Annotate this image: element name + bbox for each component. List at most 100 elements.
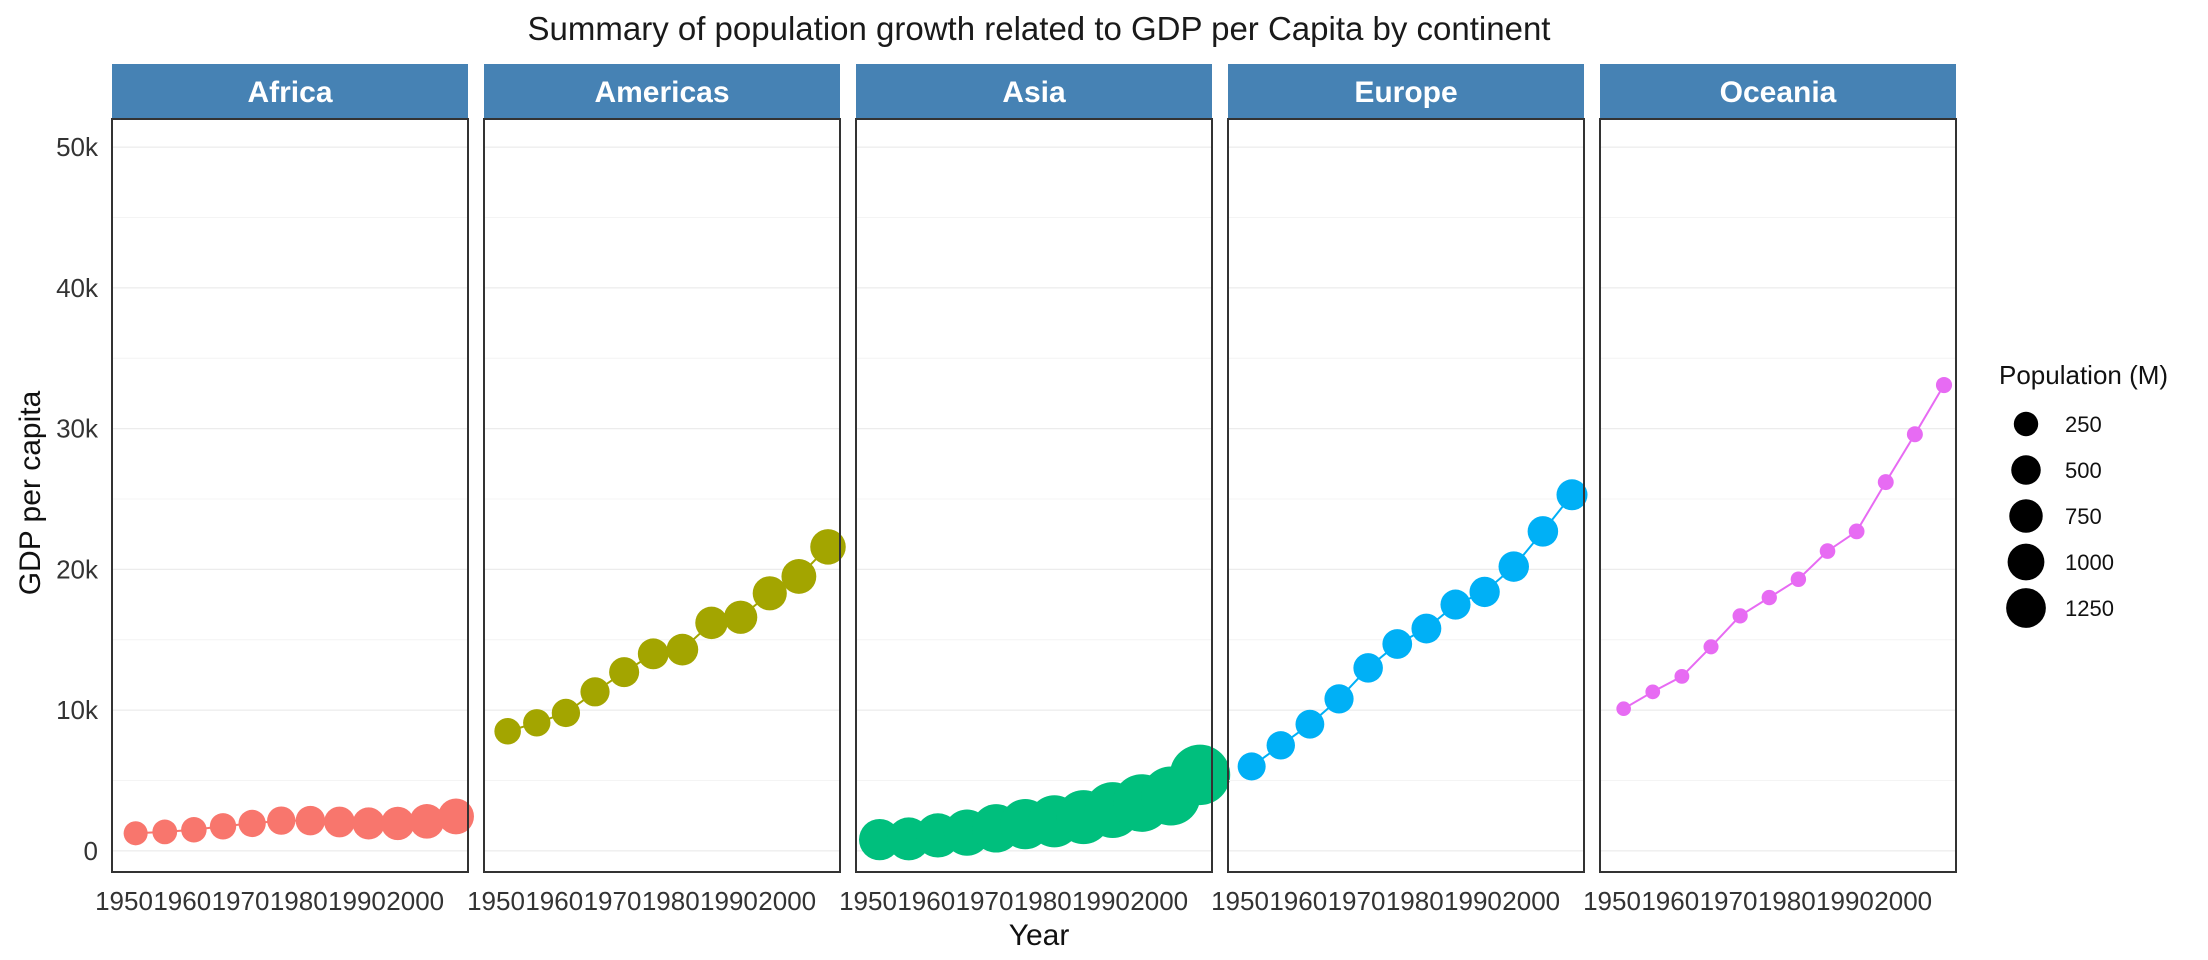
facet-strip-label: Africa xyxy=(247,76,332,109)
x-tick-label: 1960 xyxy=(525,886,583,916)
data-point-oceania-1977 xyxy=(1761,589,1777,606)
y-tick-label: 30k xyxy=(56,414,99,444)
data-point-americas-1987 xyxy=(695,606,728,640)
x-tick-label: 1950 xyxy=(95,886,153,916)
legend-label-750: 750 xyxy=(2065,504,2102,529)
y-tick-label: 40k xyxy=(56,273,99,303)
legend-key-500 xyxy=(2011,455,2041,485)
data-point-americas-2007 xyxy=(810,529,846,565)
legend-label-1000: 1000 xyxy=(2065,550,2114,575)
x-tick-label: 2000 xyxy=(1874,886,1932,916)
data-point-europe-1962 xyxy=(1295,709,1325,739)
facet-strip xyxy=(1600,64,1956,119)
facet-panel-americas: Americas xyxy=(483,64,846,873)
x-tick-label: 1990 xyxy=(1444,886,1502,916)
panel-border xyxy=(1599,118,1957,873)
data-point-europe-1972 xyxy=(1353,653,1383,683)
facet-strip xyxy=(484,64,840,119)
x-tick-label: 1950 xyxy=(839,886,897,916)
legend-key-1250 xyxy=(2006,588,2046,628)
legend-label-250: 250 xyxy=(2065,412,2102,437)
legend-key-250 xyxy=(2013,411,2039,437)
data-point-americas-1967 xyxy=(580,677,610,707)
legend-label-1250: 1250 xyxy=(2065,596,2114,621)
data-point-africa-1992 xyxy=(352,807,385,840)
data-point-africa-1997 xyxy=(381,806,415,841)
x-tick-label: 2000 xyxy=(758,886,816,916)
legend-key-750 xyxy=(2009,499,2043,533)
x-tick-label: 1990 xyxy=(1816,886,1874,916)
x-tick-label: 1970 xyxy=(1328,886,1386,916)
y-tick-label: 10k xyxy=(56,695,99,725)
data-point-europe-1952 xyxy=(1237,752,1266,781)
data-point-europe-1992 xyxy=(1469,576,1500,608)
data-point-americas-1997 xyxy=(752,576,787,611)
facet-panel-asia: Asia xyxy=(855,64,1231,873)
x-tick-label: 1990 xyxy=(1072,886,1130,916)
data-point-oceania-1997 xyxy=(1877,474,1894,491)
data-point-americas-1977 xyxy=(637,638,669,670)
facet-strip xyxy=(112,64,468,119)
population-legend: Population (M) 250 500 750 1000 1250 xyxy=(1999,360,2168,628)
x-tick-label: 1970 xyxy=(212,886,270,916)
data-point-oceania-1952 xyxy=(1616,701,1631,717)
data-point-americas-1962 xyxy=(551,698,581,728)
legend-key-1000 xyxy=(2007,543,2045,581)
data-point-americas-1952 xyxy=(494,717,521,745)
x-tick-label: 1990 xyxy=(328,886,386,916)
data-point-asia-2007 xyxy=(1169,744,1231,806)
x-tick-label: 1950 xyxy=(467,886,525,916)
data-point-africa-1987 xyxy=(324,806,355,838)
x-axis-title: Year xyxy=(1009,919,1070,952)
panel-border xyxy=(483,118,841,873)
panel-border xyxy=(855,118,1213,873)
panel-border xyxy=(1227,118,1585,873)
data-point-africa-1972 xyxy=(238,809,266,838)
facet-strip-label: Europe xyxy=(1354,76,1457,109)
x-tick-label: 1960 xyxy=(1269,886,1327,916)
y-axis-title: GDP per capita xyxy=(14,390,47,595)
x-tick-label: 1970 xyxy=(956,886,1014,916)
data-point-americas-2002 xyxy=(781,559,817,594)
data-point-oceania-2002 xyxy=(1906,426,1923,443)
x-tick-label: 1960 xyxy=(153,886,211,916)
x-tick-label: 1970 xyxy=(584,886,642,916)
data-point-oceania-1982 xyxy=(1790,571,1807,587)
facet-strip-label: Asia xyxy=(1002,76,1066,109)
y-tick-label: 0 xyxy=(84,836,98,866)
y-tick-label: 50k xyxy=(56,132,99,162)
data-point-americas-1957 xyxy=(523,709,551,737)
x-tick-label: 1990 xyxy=(700,886,758,916)
x-tick-label: 1960 xyxy=(1641,886,1699,916)
x-tick-label: 1980 xyxy=(642,886,700,916)
series-line-oceania xyxy=(1623,384,1945,710)
x-tick-label: 1950 xyxy=(1211,886,1269,916)
legend-title: Population (M) xyxy=(1999,360,2168,390)
facet-strip xyxy=(1228,64,1584,119)
data-point-americas-1982 xyxy=(666,633,699,666)
facet-strip xyxy=(856,64,1212,119)
data-point-americas-1992 xyxy=(723,600,758,634)
chart-title: Summary of population growth related to … xyxy=(528,10,1551,47)
data-point-europe-1982 xyxy=(1411,613,1442,644)
facet-panels: Africa Americas Asia Europe Oceania xyxy=(111,64,1957,873)
data-point-oceania-1972 xyxy=(1732,608,1748,624)
x-tick-label: 1980 xyxy=(270,886,328,916)
x-tick-label: 2000 xyxy=(1130,886,1188,916)
x-tick-label: 1970 xyxy=(1700,886,1758,916)
panel-border xyxy=(111,118,469,873)
data-point-africa-1952 xyxy=(123,821,148,846)
x-tick-label: 1960 xyxy=(897,886,955,916)
data-point-europe-2007 xyxy=(1556,479,1588,511)
data-point-africa-1962 xyxy=(181,817,207,843)
data-point-oceania-1987 xyxy=(1819,543,1836,559)
data-point-africa-1957 xyxy=(152,819,178,845)
data-point-oceania-1967 xyxy=(1703,639,1719,655)
x-tick-label: 1950 xyxy=(1583,886,1641,916)
facet-strip-label: Americas xyxy=(594,76,729,109)
data-point-oceania-1957 xyxy=(1645,684,1661,700)
x-tick-label: 1980 xyxy=(1014,886,1072,916)
x-axis-tick-labels: 1950 1960 1970 1980 1990 2000 1950 1960 1970 1980… xyxy=(95,886,1932,916)
data-point-europe-1967 xyxy=(1324,684,1354,714)
